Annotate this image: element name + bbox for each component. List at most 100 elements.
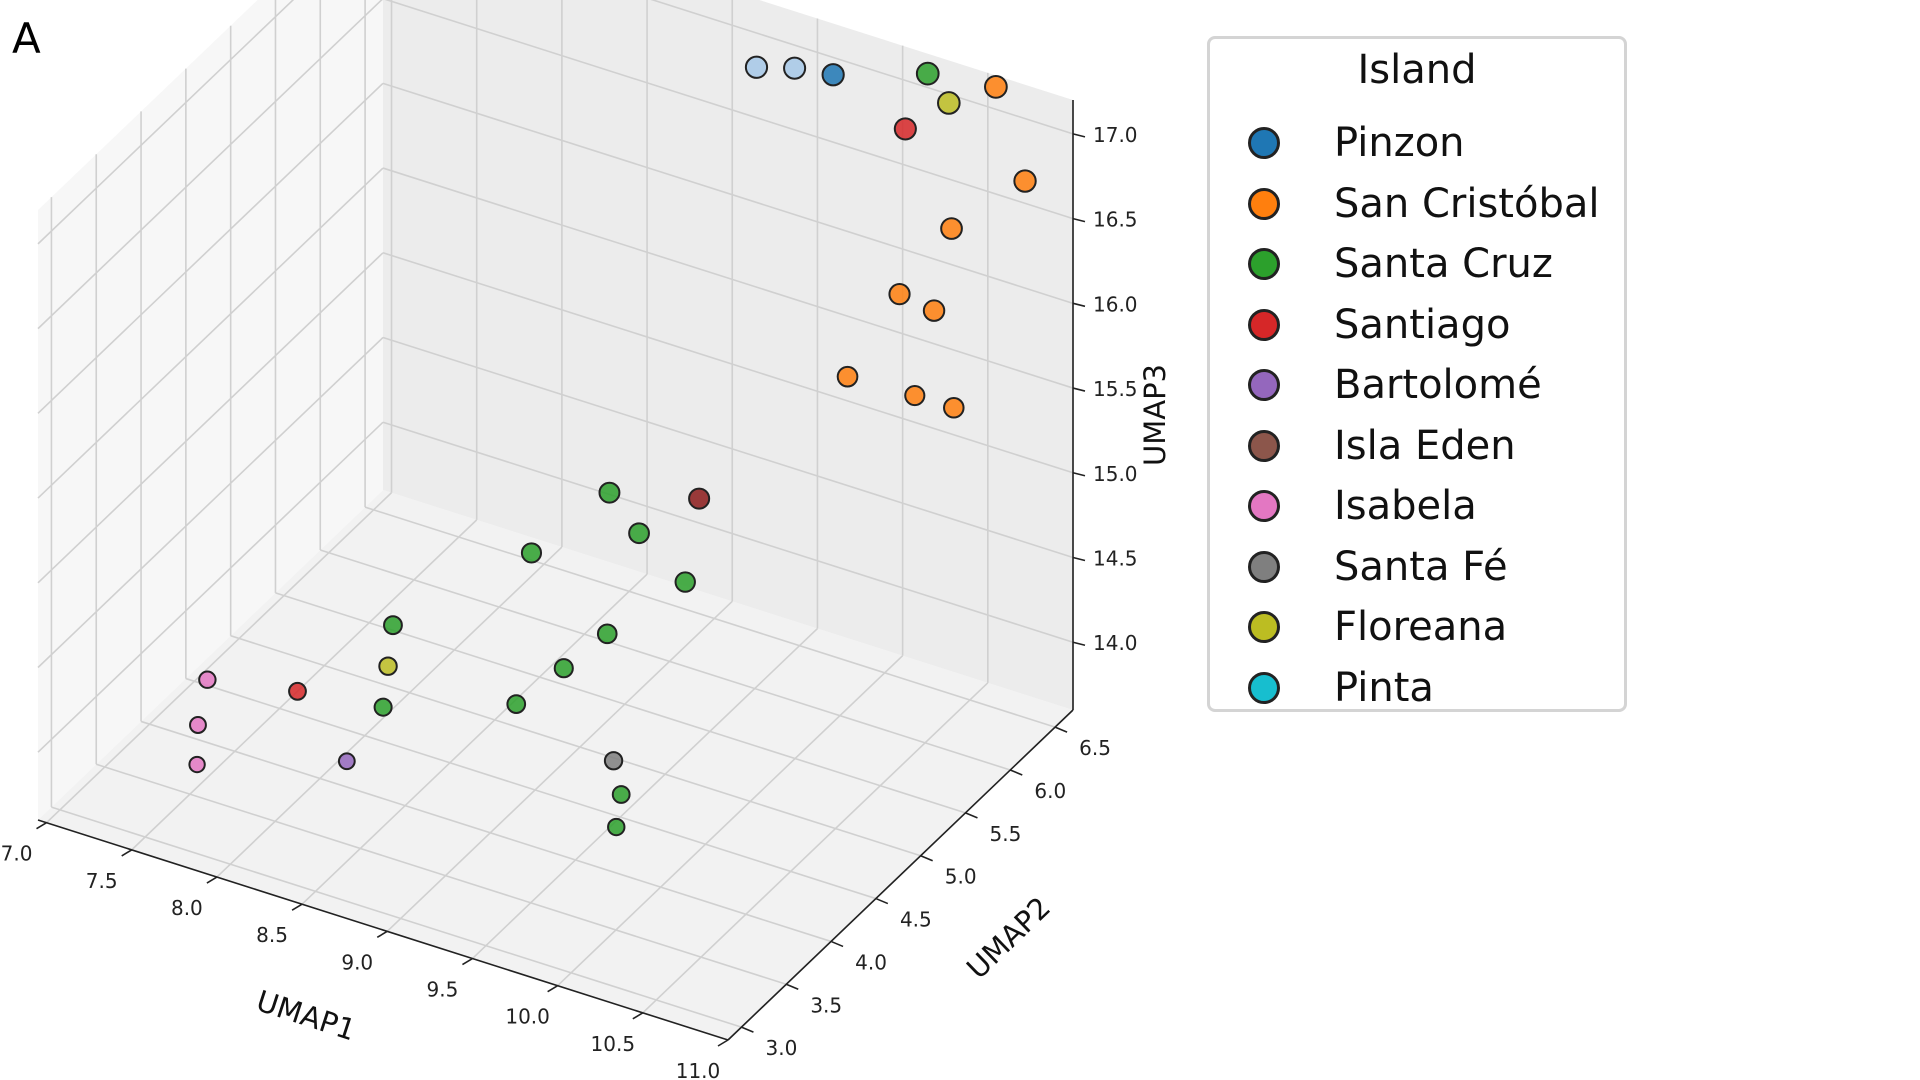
x-tick-label: 7.0 <box>1 842 33 866</box>
data-point-floreana <box>937 91 961 115</box>
legend-swatch <box>1248 127 1280 159</box>
z-tick-mark <box>1072 387 1086 392</box>
legend-swatch <box>1248 490 1280 522</box>
grid-line-x-floor <box>642 682 989 1014</box>
data-point-isabela <box>198 670 217 689</box>
data-point-isabela <box>188 755 206 774</box>
data-point-santa-cruz <box>596 623 618 645</box>
y-tick-label: 3.5 <box>810 993 842 1017</box>
y-tick-mark <box>830 940 844 948</box>
x-tick-label: 8.5 <box>256 923 288 947</box>
scatter-3d-plot: 7.0 7.5 8.0 8.5 9.0 9.5 10.0 10.5 11.0 3.0 3.5 4.0 4… <box>1 0 1172 1080</box>
data-point-san-crist-bal <box>888 283 911 306</box>
legend-swatch <box>1248 308 1280 341</box>
grid-line-z-back <box>382 421 1074 643</box>
grid-line-y-floor <box>185 677 877 900</box>
legend-swatch <box>1248 611 1280 643</box>
legend-label: Floreana <box>1334 604 1508 650</box>
grid-line-x-floor <box>386 600 733 932</box>
panel-label: A <box>12 14 41 63</box>
grid-line-x-floor <box>301 573 648 905</box>
legend-item: Santiago <box>1248 297 1510 353</box>
legend-swatch <box>1248 671 1280 704</box>
z-tick-mark <box>1072 302 1086 308</box>
grid-line-y-floor <box>96 763 787 986</box>
x-tick-label: 7.5 <box>86 869 118 893</box>
grid-line-y-floor <box>140 720 832 943</box>
data-point-san-crist-bal <box>940 217 963 240</box>
y-tick-mark <box>785 983 799 991</box>
grid-line-z-wall <box>37 0 383 330</box>
data-point-santa-cruz <box>674 571 696 593</box>
grid-line-z-wall <box>37 0 295 245</box>
data-point-pinzon <box>744 55 769 79</box>
data-point-santa-cruz <box>506 694 527 714</box>
y-axis-line <box>727 709 1074 1041</box>
legend-item: Isabela <box>1248 478 1477 534</box>
grid-line-x-floor <box>471 627 818 960</box>
data-point-santa-cruz <box>598 481 621 504</box>
y-tick-mark <box>1009 769 1023 776</box>
z-tick-mark <box>1072 556 1086 562</box>
z-tick-label: 16.5 <box>1093 208 1138 232</box>
grid-line-z-back <box>382 167 1074 389</box>
legend-swatch <box>1248 187 1280 220</box>
x-axis-line <box>37 819 729 1041</box>
data-point-bartolom- <box>337 752 356 771</box>
y-tick-label: 6.5 <box>1079 736 1111 760</box>
data-point-isabela <box>189 716 207 734</box>
y-tick-label: 5.5 <box>990 822 1022 846</box>
data-point-san-crist-bal <box>1013 169 1037 193</box>
data-point-san-crist-bal <box>922 299 946 322</box>
tick-labels: 7.0 7.5 8.0 8.5 9.0 9.5 10.0 10.5 11.0 3.0 3.5 4.0 4… <box>1 123 1138 1080</box>
legend-label: Pinzon <box>1334 120 1465 166</box>
legend-item: Pinzon <box>1248 115 1465 171</box>
z-tick-mark <box>1072 472 1086 477</box>
data-point-santa-cruz <box>383 615 403 636</box>
x-tick-mark <box>547 984 559 993</box>
y-tick-label: 6.0 <box>1034 779 1066 803</box>
z-tick-label: 17.0 <box>1093 123 1138 147</box>
grid-line-z-wall <box>37 336 384 669</box>
z-tick-mark <box>1072 641 1086 646</box>
data-point-santa-cruz <box>607 817 626 837</box>
grid-line-y-floor <box>230 634 921 857</box>
z-tick-label: 16.0 <box>1093 292 1138 316</box>
legend-swatch <box>1248 248 1280 280</box>
x-tick-mark <box>291 903 303 911</box>
x-tick-mark <box>121 849 133 857</box>
y-tick-mark <box>875 897 889 905</box>
x-tick-mark <box>717 1039 729 1047</box>
data-point-santa-cruz <box>553 658 574 679</box>
legend-swatch <box>1248 550 1280 583</box>
grid-line-y-floor <box>51 806 742 1028</box>
z-tick-label: 15.0 <box>1093 462 1138 486</box>
legend-item: San Cristóbal <box>1248 176 1599 232</box>
legend-label: Bartolomé <box>1334 362 1542 408</box>
legend-label: Santiago <box>1334 301 1511 348</box>
x-tick-mark <box>36 822 47 830</box>
z-tick-label: 14.5 <box>1093 547 1138 571</box>
legend-label: San Cristóbal <box>1334 180 1600 227</box>
x-tick-mark <box>376 930 388 939</box>
legend-label: Santa Cruz <box>1334 241 1553 287</box>
grid-line-x-floor <box>557 655 904 987</box>
data-point-santa-cruz <box>373 697 393 717</box>
legend-item: Isla Eden <box>1248 418 1516 474</box>
z-tick-label: 15.5 <box>1093 377 1138 401</box>
x-tick-mark <box>632 1012 644 1020</box>
grid-line-y-floor <box>364 506 1056 728</box>
data-point-san-crist-bal <box>943 397 965 419</box>
y-tick-label: 3.0 <box>766 1036 798 1060</box>
z-tick-mark <box>1072 217 1086 223</box>
data-point-san-crist-bal <box>836 365 859 388</box>
x-tick-label: 9.0 <box>341 950 373 974</box>
legend-label: Santa Fé <box>1334 543 1508 590</box>
data-point-santa-cruz <box>520 542 543 564</box>
data-points <box>188 55 1037 837</box>
data-point-floreana <box>378 656 398 676</box>
data-point-santiago <box>688 487 711 510</box>
grid-lines <box>37 0 1074 1041</box>
data-point-pinzon <box>821 63 845 87</box>
data-point-santa-cruz <box>628 522 650 545</box>
